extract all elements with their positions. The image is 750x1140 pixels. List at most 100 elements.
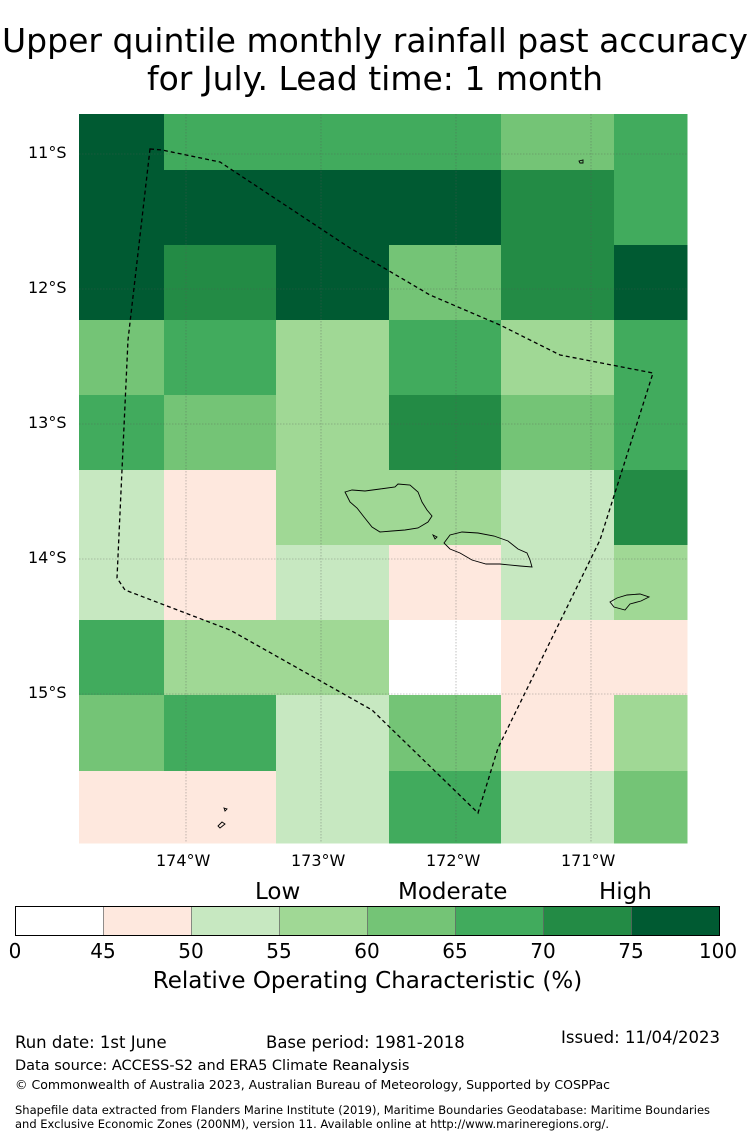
grid-cell (276, 170, 390, 246)
lat-label-15s: 15°S (28, 683, 67, 702)
grid-cell (79, 320, 165, 396)
grid-cell (79, 114, 165, 171)
grid-cell (276, 114, 390, 171)
grid-cell (164, 395, 277, 471)
lon-label-172w: 172°W (426, 851, 481, 870)
grid-cell (164, 695, 277, 772)
lon-label-174w: 174°W (156, 851, 211, 870)
data-source: Data source: ACCESS-S2 and ERA5 Climate … (15, 1058, 410, 1074)
grid-cell (389, 545, 502, 621)
tutuila-island (609, 593, 651, 611)
legend-category-low: Low (255, 879, 301, 905)
grid-cell (614, 170, 688, 246)
colorbar-tick-60: 60 (354, 939, 380, 963)
colorbar-tick-70: 70 (530, 939, 556, 963)
samoa-islands (217, 159, 651, 829)
islet-southwest-2 (223, 807, 228, 812)
colorbar-segment (631, 906, 720, 936)
grid-cell (79, 170, 165, 246)
grid-cell (501, 395, 615, 471)
lon-label-171w: 171°W (561, 851, 616, 870)
colorbar-segment (455, 906, 544, 936)
grid-cell (501, 620, 615, 696)
grid-cell (389, 170, 502, 246)
colorbar-tick-55: 55 (266, 939, 292, 963)
grid-cell (389, 114, 502, 171)
grid-cell (614, 545, 688, 621)
colorbar-segment (103, 906, 192, 936)
lat-label-12s: 12°S (28, 278, 67, 297)
grid-cell (614, 245, 688, 321)
grid-cell (164, 545, 277, 621)
grid-cell (614, 320, 688, 396)
graticule (79, 114, 687, 843)
grid-cell (501, 695, 615, 772)
grid-cell (276, 320, 390, 396)
grid-cell (614, 470, 688, 546)
grid-cell (501, 114, 615, 171)
grid-cell (79, 395, 165, 471)
grid-cell (164, 170, 277, 246)
grid-cell (164, 620, 277, 696)
colorbar-tick-0: 0 (8, 939, 22, 963)
grid-cell (276, 245, 390, 321)
grid-cell (164, 114, 277, 171)
grid-cell (614, 695, 688, 772)
grid-cell (79, 470, 165, 546)
title-line-1: Upper quintile monthly rainfall past acc… (2, 21, 748, 60)
base-period: Base period: 1981-2018 (266, 1033, 465, 1052)
colorbar-tick-45: 45 (90, 939, 116, 963)
apolima-islet (431, 533, 438, 540)
colorbar-tick-100: 100 (698, 939, 738, 963)
grid-cell (79, 695, 165, 772)
lat-label-13s: 13°S (28, 413, 67, 432)
grid-cell (276, 695, 390, 772)
grid-cell (614, 114, 688, 171)
grid-cell (276, 470, 390, 546)
colorbar-tick-65: 65 (442, 939, 468, 963)
colorbar-title: Relative Operating Characteristic (%) (152, 968, 583, 994)
shapefile-credit-line-2: and Exclusive Economic Zones (200NM), ve… (15, 1117, 610, 1131)
legend-category-high: High (599, 879, 652, 905)
colorbar-segment (191, 906, 280, 936)
lat-label-14s: 14°S (28, 548, 67, 567)
eez-boundary (116, 148, 654, 815)
colorbar-segment (543, 906, 632, 936)
map-title: Upper quintile monthly rainfall past acc… (0, 22, 750, 98)
grid-cell (79, 620, 165, 696)
grid-cell (501, 771, 615, 844)
lat-label-11s: 11°S (28, 143, 67, 162)
grid-cell (614, 395, 688, 471)
grid-cell (164, 245, 277, 321)
grid-cell (501, 245, 615, 321)
grid-cell (276, 395, 390, 471)
grid-cell (389, 395, 502, 471)
issued-date: Issued: 11/04/2023 (561, 1028, 721, 1047)
shapefile-credit-line-1: Shapefile data extracted from Flanders M… (15, 1103, 711, 1117)
grid-cell (276, 620, 390, 696)
savaii-island (344, 483, 433, 533)
rainfall-accuracy-map (79, 114, 688, 844)
colorbar-segment (367, 906, 456, 936)
grid-cell (501, 170, 615, 246)
run-date: Run date: 1st June (15, 1033, 167, 1052)
grid-cell (79, 771, 165, 844)
grid-cell (164, 320, 277, 396)
grid-cell (501, 320, 615, 396)
copyright: © Commonwealth of Australia 2023, Austra… (15, 1077, 610, 1092)
islet-southwest (217, 821, 226, 829)
upolu-island (443, 531, 533, 568)
grid-cell (79, 245, 165, 321)
colorbar-tick-50: 50 (178, 939, 204, 963)
grid-cell (614, 771, 688, 844)
colorbar (15, 906, 720, 936)
legend-category-moderate: Moderate (398, 879, 508, 905)
grid-cell (389, 320, 502, 396)
islet-north (578, 159, 584, 164)
colorbar-segment (279, 906, 368, 936)
grid-cell (614, 620, 688, 696)
grid-cell (389, 620, 502, 696)
grid-cell (389, 245, 502, 321)
colorbar-segment (15, 906, 104, 936)
grid-cells (79, 114, 688, 844)
